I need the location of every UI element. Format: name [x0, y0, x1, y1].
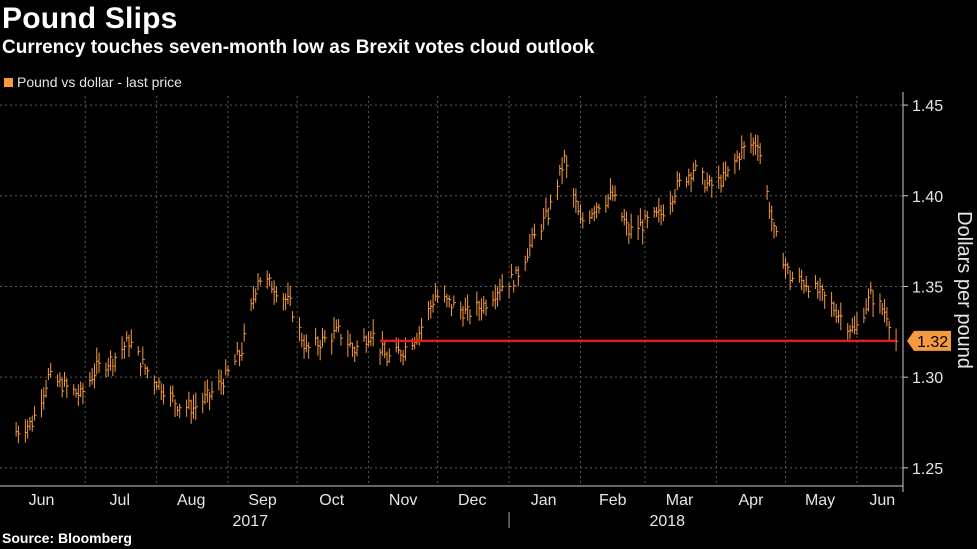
- x-tick-label: Jul: [110, 492, 130, 509]
- y-tick-label: 1.30: [912, 370, 943, 387]
- y-tick-label: 1.35: [912, 279, 943, 296]
- price-series: [15, 132, 899, 444]
- source-note: Source: Bloomberg: [2, 530, 132, 546]
- x-tick-label: Aug: [177, 492, 205, 509]
- legend-label: Pound vs dollar - last price: [17, 74, 182, 90]
- year-label: 2018: [649, 513, 685, 530]
- x-tick-label: Oct: [319, 492, 344, 509]
- chart-title: Pound Slips: [2, 2, 178, 35]
- year-label: 2017: [233, 513, 269, 530]
- x-tick-label: Dec: [458, 492, 486, 509]
- x-tick-label: May: [805, 492, 835, 509]
- chart-subtitle: Currency touches seven-month low as Brex…: [2, 37, 595, 58]
- x-tick-label: Nov: [389, 492, 417, 509]
- x-tick-label: Sep: [248, 492, 277, 509]
- y-tick-label: 1.40: [912, 189, 943, 206]
- last-value-tag: [907, 330, 951, 351]
- y-tick-label: 1.45: [912, 98, 943, 115]
- x-tick-label: Mar: [666, 492, 694, 509]
- x-tick-label: Apr: [739, 492, 765, 509]
- y-tick-label: 1.25: [912, 461, 943, 478]
- last-value-label: 1.32: [917, 334, 948, 351]
- x-tick-label: Jun: [29, 492, 55, 509]
- x-tick-label: Jan: [531, 492, 557, 509]
- chart-legend: Pound vs dollar - last price: [4, 74, 182, 90]
- x-tick-label: Jun: [869, 492, 895, 509]
- legend-swatch: [4, 77, 13, 87]
- y-axis-title: Dollars per pound: [953, 211, 975, 369]
- x-tick-label: Feb: [599, 492, 627, 509]
